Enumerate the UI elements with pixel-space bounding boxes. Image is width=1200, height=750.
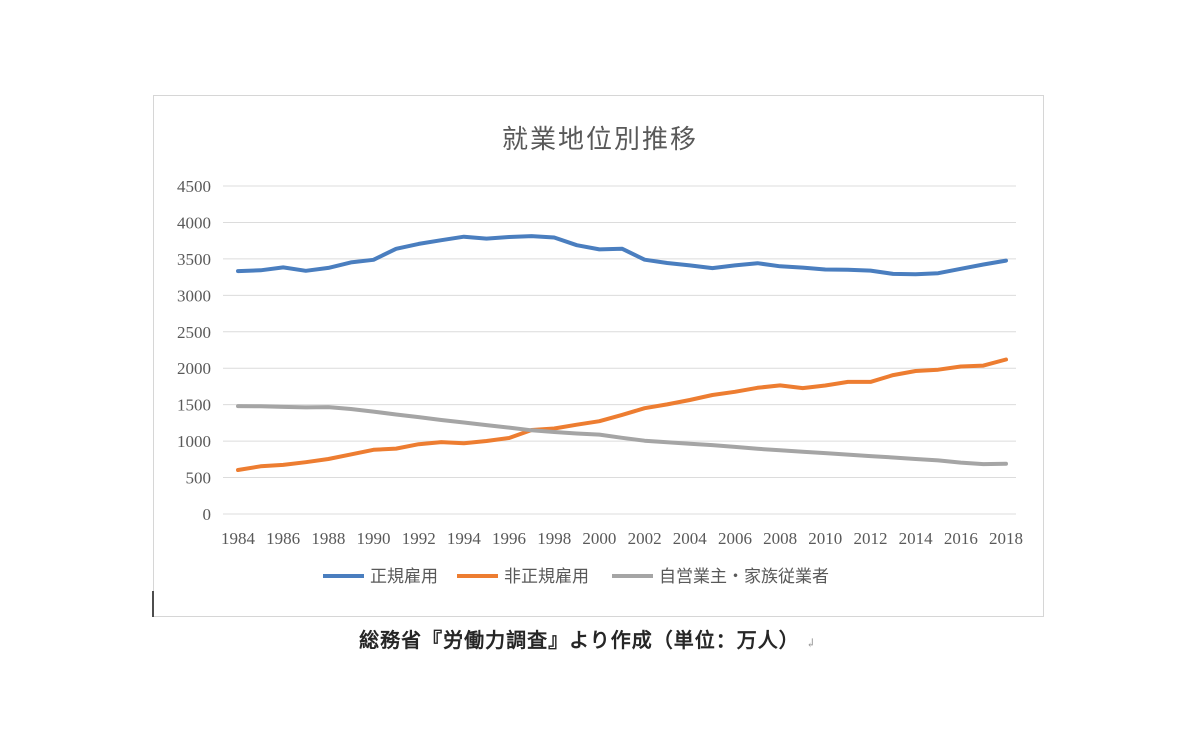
x-axis-tick-labels: 1984 1986 1988 1990 1992 1994 1996 1998 2000 2002… [221,529,1023,548]
x-tick-label: 2000 [582,529,616,548]
line-series-正規雇用 [236,234,1008,277]
x-tick-label: 1984 [221,529,256,548]
x-tick-label: 2006 [718,529,752,548]
y-tick-label: 1000 [177,432,211,451]
x-tick-label: 2008 [763,529,797,548]
x-tick-label: 1996 [492,529,526,548]
y-axis-tick-labels: 0 500 1000 1500 2000 2500 3000 3500 4000 4500 [177,177,211,524]
y-tick-label: 3000 [177,286,211,305]
line-series-自営業主・家族従業者 [236,404,1008,467]
employment-line-chart: 就業地位別推移 0 500 1000 1500 2000 2500 3000 3500 4000… [177,125,1023,586]
chart-legend: 正規雇用 非正規雇用 自営業主・家族従業者 [323,567,829,586]
x-tick-label: 1992 [402,529,436,548]
y-tick-label: 500 [186,469,212,488]
chart-title: 就業地位別推移 [502,125,698,154]
line-series-非正規雇用 [236,357,1008,472]
x-tick-label: 2018 [989,529,1023,548]
gridlines [223,185,1016,515]
legend-label-非正規雇用: 非正規雇用 [504,567,589,586]
x-tick-label: 1986 [266,529,300,548]
x-tick-label: 1998 [537,529,571,548]
x-tick-label: 2002 [628,529,662,548]
paragraph-mark-icon: ↲ [805,636,817,650]
x-tick-label: 2010 [808,529,842,548]
y-tick-label: 1500 [177,396,211,415]
x-tick-label: 1994 [447,529,482,548]
x-tick-label: 1990 [357,529,391,548]
chart-frame: 就業地位別推移 0 500 1000 1500 2000 2500 3000 3500 4000… [153,95,1044,617]
x-tick-label: 1988 [311,529,345,548]
x-tick-label: 2014 [899,529,934,548]
chart-caption: 総務省『労働力調査』より作成（単位：万人） ↲ [0,624,1176,653]
legend-label-正規雇用: 正規雇用 [370,567,438,586]
y-tick-label: 4000 [177,213,211,232]
y-tick-label: 4500 [177,177,211,196]
x-tick-label: 2004 [673,529,708,548]
x-tick-label: 2012 [853,529,887,548]
x-tick-label: 2016 [944,529,978,548]
caption-text: 総務省『労働力調査』より作成（単位：万人） [359,630,800,652]
y-tick-label: 2000 [177,359,211,378]
text-cursor[interactable] [152,591,154,617]
y-tick-label: 2500 [177,323,211,342]
y-tick-label: 3500 [177,250,211,269]
legend-label-自営業主・家族従業者: 自営業主・家族従業者 [659,567,829,586]
y-tick-label: 0 [203,505,212,524]
data-series-lines [236,234,1008,472]
